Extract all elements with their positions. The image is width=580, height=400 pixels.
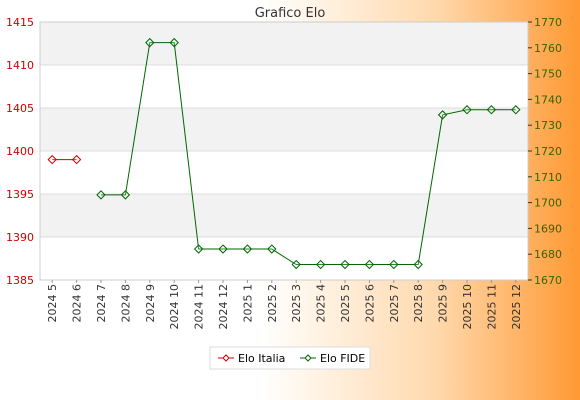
right-tick-label: 1770	[534, 16, 562, 29]
x-tick-label: 2025 2	[266, 284, 279, 323]
series-point-2	[315, 259, 326, 270]
x-tick-label: 2025 4	[315, 284, 328, 323]
plot-band	[40, 194, 528, 237]
x-tick-label: 2024 12	[217, 284, 230, 330]
legend-box	[209, 346, 371, 370]
right-tick-label: 1680	[534, 248, 562, 261]
series-point-2	[169, 37, 179, 48]
right-tick-label: 1700	[534, 197, 562, 210]
x-tick-label: 2024 6	[71, 284, 84, 323]
x-tick-label: 2025 8	[412, 284, 425, 323]
left-tick-label: 1390	[6, 231, 34, 244]
chart-title: Grafico Elo	[255, 6, 326, 21]
series-point-2	[145, 37, 155, 48]
x-tick-label: 2024 9	[144, 284, 157, 323]
legend-marker	[304, 354, 312, 362]
x-tick-label: 2025 9	[437, 284, 450, 323]
x-tick-label: 2025 10	[461, 284, 474, 330]
right-tick-label: 1730	[534, 119, 562, 132]
x-tick-label: 2024 7	[95, 284, 108, 323]
x-tick-label: 2025 5	[339, 284, 352, 323]
left-tick-label: 1405	[6, 102, 34, 115]
series-point-2	[96, 190, 106, 200]
left-tick-label: 1385	[6, 274, 34, 287]
right-tick-label: 1760	[534, 42, 562, 55]
right-tick-label: 1670	[534, 274, 562, 287]
left-tick-label: 1410	[6, 59, 34, 72]
series-point-2	[437, 110, 448, 120]
plot-band	[40, 151, 528, 194]
x-tick-label: 2025 11	[485, 284, 498, 330]
right-tick-label: 1750	[534, 68, 562, 81]
series-point-2	[193, 244, 204, 254]
left-tick-label: 1400	[6, 145, 34, 158]
x-tick-label: 2024 11	[193, 284, 206, 330]
series-point-2	[120, 190, 131, 200]
right-tick-label: 1740	[534, 93, 562, 106]
x-tick-label: 2025 6	[363, 284, 376, 323]
legend-label: Elo FIDE	[320, 352, 365, 365]
right-tick-label: 1690	[534, 222, 562, 235]
series-point-1	[71, 154, 82, 165]
left-tick-label: 1395	[6, 188, 34, 201]
series-point-2	[218, 244, 228, 254]
x-tick-label: 2025 7	[388, 284, 401, 323]
series-point-2	[486, 105, 497, 115]
series-point-2	[242, 244, 253, 254]
series-point-2	[462, 105, 472, 115]
legend-marker	[222, 354, 230, 362]
series-point-1	[47, 154, 57, 165]
plot-band	[40, 22, 528, 65]
right-tick-label: 1710	[534, 171, 562, 184]
x-tick-label: 2025 12	[510, 284, 523, 330]
x-tick-label: 2024 5	[46, 284, 59, 323]
left-tick-label: 1415	[6, 16, 34, 29]
plot-band	[40, 108, 528, 151]
series-point-2	[389, 259, 399, 270]
legend-label: Elo Italia	[238, 352, 285, 365]
plot-band	[40, 237, 528, 280]
series-point-2	[364, 259, 375, 270]
series-point-2	[511, 105, 521, 115]
series-point-2	[267, 244, 277, 254]
x-tick-label: 2025 3	[290, 284, 303, 323]
right-tick-label: 1720	[534, 145, 562, 158]
x-tick-label: 2024 8	[119, 284, 132, 323]
x-tick-label: 2025 1	[241, 284, 254, 323]
series-point-2	[291, 259, 301, 270]
series-point-2	[340, 259, 350, 270]
series-point-2	[413, 259, 423, 270]
x-tick-label: 2024 10	[168, 284, 181, 330]
plot-band	[40, 65, 528, 108]
